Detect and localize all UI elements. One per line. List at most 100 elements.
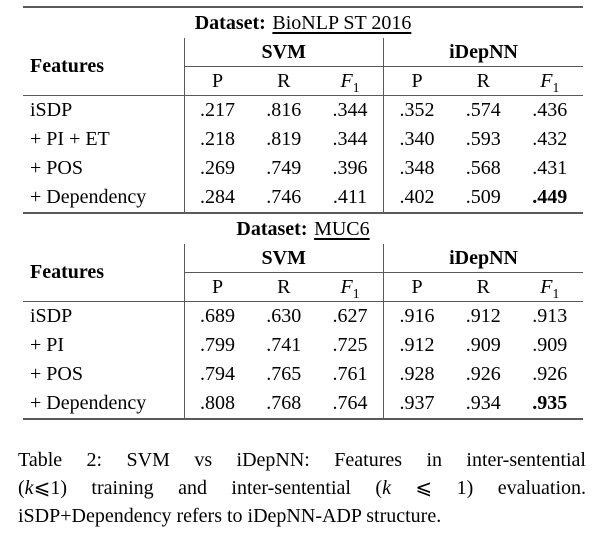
metric-value-cell: .431: [532, 157, 568, 179]
table-row: + POS .269 .749 .396 .348 .568 .431: [23, 154, 583, 183]
dataset-name: BioNLP ST 2016: [272, 11, 412, 34]
caption-line: iSDP+Dependency refers to iDepNN-ADP str…: [18, 505, 442, 527]
metric-value-cell: .909: [532, 334, 568, 356]
table-row: + PI + ET .218 .819 .344 .340 .593 .432: [23, 125, 583, 154]
group-header-idepnn: iDepNN: [383, 244, 584, 273]
group-header-row: Features SVM iDepNN: [23, 38, 584, 96]
metric-value-cell: .926: [532, 363, 568, 385]
metric-value-cell: .765: [266, 363, 302, 385]
metric-header-f1: F1: [317, 272, 384, 302]
metric-value-cell: .761: [332, 363, 368, 385]
metric-header-row: P R F1 P R F1: [23, 66, 584, 96]
table-row: + PI .799 .741 .725 .912 .909 .909: [23, 331, 583, 360]
group-header-svm: SVM: [183, 38, 384, 67]
metric-value-cell: .568: [465, 157, 501, 179]
group-header-svm: SVM: [183, 244, 384, 273]
metric-value-cell: .396: [332, 157, 368, 179]
metric-value-cell: .912: [465, 305, 501, 327]
feature-label-cell: + PI: [30, 334, 65, 356]
group-header-idepnn: iDepNN: [383, 38, 584, 67]
metric-value-cell: .819: [266, 128, 302, 150]
metric-value-cell: .912: [383, 331, 450, 360]
table-row: iSDP .689 .630 .627 .916 .912 .913: [23, 301, 583, 331]
metric-value-cell: .937: [383, 389, 450, 419]
metric-value-cell: .928: [383, 360, 450, 389]
metric-value-cell: .764: [332, 392, 368, 414]
metric-value-cell: .746: [266, 186, 302, 208]
dataset-title-row: Dataset: MUC6: [23, 214, 583, 244]
feature-label-cell: + POS: [30, 363, 83, 385]
metric-value-cell: .593: [465, 128, 501, 150]
dataset-name: MUC6: [314, 217, 370, 240]
math-k: k: [24, 477, 34, 499]
metric-value-cell: .816: [266, 99, 302, 121]
metric-value-cell: .269: [183, 154, 251, 183]
metric-header-r: R: [450, 272, 517, 302]
metric-value-cell: .436: [532, 99, 568, 121]
metric-header-r: R: [250, 272, 317, 302]
table-row: + POS .794 .765 .761 .928 .926 .926: [23, 360, 583, 389]
metric-header-row: P R F1 P R F1: [23, 272, 584, 302]
metric-value-cell: .344: [332, 128, 368, 150]
feature-label-cell: iSDP: [30, 305, 73, 327]
metric-value-cell: .432: [532, 128, 568, 150]
results-table-bionlp: Dataset: BioNLP ST 2016 Features SVM iDep…: [23, 6, 584, 214]
table-caption: Table 2: SVM vs iDepNN: Features in inte…: [18, 446, 586, 530]
dataset-label: Dataset:: [236, 217, 308, 240]
metric-value-cell: .749: [266, 157, 302, 179]
features-header: Features: [23, 244, 184, 302]
table-row: + Dependency .284 .746 .411 .402 .509 .4…: [23, 183, 583, 213]
metric-value-cell: .916: [383, 301, 450, 331]
feature-label-cell: + PI + ET: [30, 128, 110, 150]
metric-value-cell: .934: [465, 392, 501, 414]
features-header: Features: [23, 38, 184, 96]
metric-header-p: P: [383, 272, 450, 302]
metric-value-cell: .284: [183, 183, 251, 213]
group-header-row: Features SVM iDepNN: [23, 244, 584, 302]
feature-label-cell: + Dependency: [30, 186, 147, 208]
results-table-muc6: Dataset: MUC6 Features SVM iDepNN P R F1 …: [23, 214, 584, 420]
metric-value-cell: .340: [383, 125, 450, 154]
metric-value-cell: .926: [465, 363, 501, 385]
metric-value-cell: .725: [332, 334, 368, 356]
metric-value-cell: .794: [183, 360, 251, 389]
metric-value-cell: .348: [383, 154, 450, 183]
metric-value-cell: .768: [266, 392, 302, 414]
metric-header-f1: F1: [317, 66, 384, 96]
metric-value-cell: .799: [183, 331, 251, 360]
metric-header-p: P: [183, 66, 251, 96]
metric-value-cell: .402: [383, 183, 450, 213]
metric-value-cell: .689: [183, 301, 251, 331]
metric-value-cell: .630: [266, 305, 302, 327]
dataset-title: Dataset: BioNLP ST 2016: [23, 7, 583, 38]
feature-label-cell: + POS: [30, 157, 83, 179]
caption-line: (k⩽1) training and inter-sentential (k ⩽…: [18, 477, 587, 499]
caption-line: Table 2: SVM vs iDepNN: Features in inte…: [18, 449, 586, 471]
metric-value-cell: .574: [465, 99, 501, 121]
metric-value-cell: .741: [266, 334, 302, 356]
math-k: k: [382, 477, 391, 499]
table-row: + Dependency .808 .768 .764 .937 .934 .9…: [23, 389, 583, 419]
metric-value-cell-best: .449: [532, 186, 568, 208]
metric-value-cell: .509: [465, 186, 501, 208]
metric-value-cell: .217: [183, 95, 251, 125]
dataset-title-row: Dataset: BioNLP ST 2016: [23, 7, 583, 38]
dataset-title: Dataset: MUC6: [23, 214, 583, 244]
metric-header-r: R: [250, 66, 317, 96]
dataset-label: Dataset:: [194, 11, 266, 34]
metric-value-cell: .411: [332, 186, 368, 208]
metric-value-cell-best: .935: [532, 392, 568, 414]
metric-header-f1: F1: [516, 66, 584, 96]
metric-header-p: P: [383, 66, 450, 96]
metric-value-cell: .909: [465, 334, 501, 356]
metric-value-cell: .352: [383, 95, 450, 125]
metric-value-cell: .344: [332, 99, 368, 121]
metric-value-cell: .808: [183, 389, 251, 419]
metric-header-f1: F1: [516, 272, 584, 302]
metric-header-r: R: [450, 66, 517, 96]
metric-header-p: P: [183, 272, 251, 302]
feature-label-cell: iSDP: [30, 99, 73, 121]
table-row: iSDP .217 .816 .344 .352 .574 .436: [23, 95, 583, 125]
metric-value-cell: .627: [332, 305, 368, 327]
